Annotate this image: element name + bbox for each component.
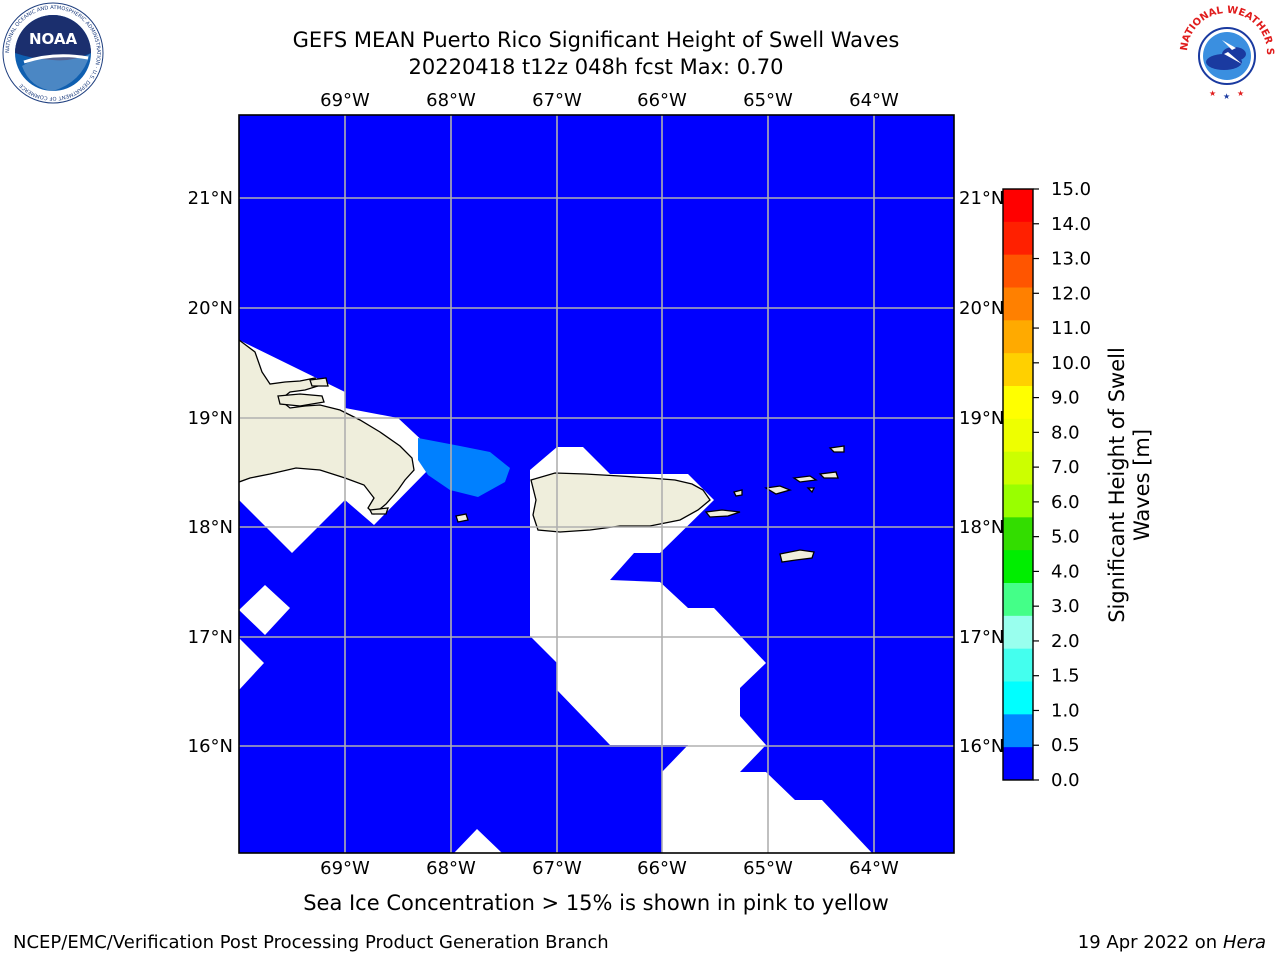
map-subtitle: 20220418 t12z 048h fcst Max: 0.70 xyxy=(408,55,784,79)
colorbar-tick-label: 6.0 xyxy=(1051,492,1080,513)
colorbar-tick-label: 1.0 xyxy=(1051,700,1080,721)
colorbar-segment xyxy=(1003,221,1033,256)
colorbar-segment xyxy=(1003,418,1033,453)
colorbar-segment xyxy=(1003,320,1033,354)
svg-text:★: ★ xyxy=(1223,92,1230,101)
lon-label-bottom: 64°W xyxy=(849,858,899,879)
colorbar-tick-label: 12.0 xyxy=(1051,283,1091,304)
lat-label-left: 16°N xyxy=(188,736,233,757)
lat-label-left: 20°N xyxy=(188,298,233,319)
map-title: GEFS MEAN Puerto Rico Significant Height… xyxy=(292,28,900,52)
colorbar-segment xyxy=(1003,189,1033,223)
colorbar-segment xyxy=(1003,714,1033,748)
lon-label-bottom: 68°W xyxy=(426,858,476,879)
colorbar-tick-label: 4.0 xyxy=(1051,561,1080,582)
colorbar-segment xyxy=(1003,747,1033,781)
colorbar-tick-label: 14.0 xyxy=(1051,214,1091,235)
colorbar-segment xyxy=(1003,287,1033,321)
colorbar-tick-label: 1.5 xyxy=(1051,666,1080,687)
colorbar-tick-label: 10.0 xyxy=(1051,353,1091,374)
noaa-logo-text: NOAA xyxy=(29,30,78,48)
colorbar-tick-label: 0.0 xyxy=(1051,770,1080,791)
colorbar-tick-label: 7.0 xyxy=(1051,457,1080,478)
lon-label-top: 66°W xyxy=(637,90,687,111)
colorbar-tick-label: 15.0 xyxy=(1051,179,1091,200)
lat-label-left: 21°N xyxy=(188,188,233,209)
lat-label-right: 17°N xyxy=(959,627,1004,648)
lat-label-left: 18°N xyxy=(188,517,233,538)
lat-label-right: 16°N xyxy=(959,736,1004,757)
land-masses xyxy=(239,339,845,563)
colorbar-tick-label: 5.0 xyxy=(1051,527,1080,548)
colorbar-segment xyxy=(1003,583,1033,617)
noaa-logo: NATIONAL OCEANIC AND ATMOSPHERIC ADMINIS… xyxy=(2,2,104,104)
footer-date-text: 19 Apr 2022 on xyxy=(1077,932,1223,953)
colorbar-tick-label: 3.0 xyxy=(1051,596,1080,617)
footer-host: Hera xyxy=(1222,932,1266,953)
colorbar xyxy=(1003,189,1033,781)
lon-label-top: 69°W xyxy=(320,90,370,111)
swell-patch xyxy=(418,438,510,497)
colorbar-segment xyxy=(1003,648,1033,682)
colorbar-tick-label: 2.0 xyxy=(1051,631,1080,652)
colorbar-tick-label: 0.5 xyxy=(1051,735,1080,756)
lat-label-right: 20°N xyxy=(959,298,1004,319)
svg-text:★: ★ xyxy=(1209,89,1216,98)
footer-credit: NCEP/EMC/Verification Post Processing Pr… xyxy=(13,932,609,953)
colorbar-tick-label: 8.0 xyxy=(1051,422,1080,443)
map-frame xyxy=(238,114,955,854)
lat-label-right: 21°N xyxy=(959,188,1004,209)
lat-label-left: 17°N xyxy=(188,627,233,648)
colorbar-segment xyxy=(1003,451,1033,485)
lat-label-left: 19°N xyxy=(188,408,233,429)
lon-label-bottom: 67°W xyxy=(532,858,582,879)
colorbar-segment xyxy=(1003,484,1033,518)
colorbar-tick-label: 11.0 xyxy=(1051,318,1091,339)
colorbar-segment xyxy=(1003,254,1033,288)
nws-logo: NATIONAL WEATHER SERVICE ★ ★ ★ xyxy=(1176,2,1277,103)
colorbar-tick-label: 9.0 xyxy=(1051,388,1080,409)
footer-date: 19 Apr 2022 on Hera xyxy=(1078,932,1266,953)
lat-label-right: 18°N xyxy=(959,517,1004,538)
colorbar-segment xyxy=(1003,386,1033,420)
lat-label-right: 19°N xyxy=(959,408,1004,429)
lon-label-bottom: 66°W xyxy=(637,858,687,879)
lon-label-top: 65°W xyxy=(743,90,793,111)
colorbar-segment xyxy=(1003,681,1033,715)
lon-label-top: 68°W xyxy=(426,90,476,111)
graticule xyxy=(239,115,954,853)
colorbar-segment xyxy=(1003,353,1033,387)
sea-ice-note: Sea Ice Concentration > 15% is shown in … xyxy=(303,891,889,915)
colorbar-label-units: Waves [m] xyxy=(1130,429,1154,541)
lon-label-top: 64°W xyxy=(849,90,899,111)
lon-label-bottom: 69°W xyxy=(320,858,370,879)
colorbar-frame xyxy=(1002,188,1034,781)
lon-label-bottom: 65°W xyxy=(743,858,793,879)
colorbar-segment xyxy=(1003,615,1033,650)
lon-label-top: 67°W xyxy=(532,90,582,111)
colorbar-segment xyxy=(1003,517,1033,551)
colorbar-tick-label: 13.0 xyxy=(1051,249,1091,270)
svg-text:★: ★ xyxy=(1237,89,1244,98)
colorbar-label: Significant Height of Swell xyxy=(1105,347,1129,623)
colorbar-segment xyxy=(1003,550,1033,584)
